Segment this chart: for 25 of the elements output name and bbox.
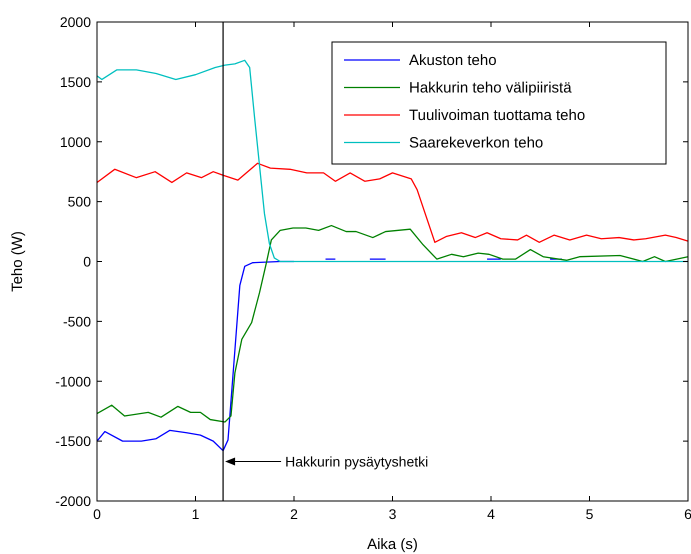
x-tick-label: 1 [192, 506, 200, 522]
legend-label: Tuulivoiman tuottama teho [409, 107, 586, 124]
y-tick-label: -500 [62, 313, 92, 330]
y-tick-label: -1000 [55, 373, 92, 390]
x-tick-label: 0 [93, 506, 102, 522]
y-tick-label: 500 [68, 194, 92, 210]
y-tick-label: 1500 [60, 74, 92, 90]
y-tick-label: 1000 [60, 134, 92, 150]
y-tick-label: -1500 [55, 433, 92, 450]
x-axis-title: Aika (s) [367, 536, 418, 553]
line-series [96, 162, 689, 243]
x-tick-label: 2 [290, 506, 298, 522]
y-axis-title: Teho (W) [9, 231, 26, 292]
annotation: Hakkurin pysäytyshetki [285, 453, 428, 470]
y-tick-label: 0 [83, 254, 92, 270]
y-tick-label: -2000 [55, 493, 92, 509]
legend-label: Hakkurin teho välipiiristä [409, 80, 572, 96]
x-tick-label: 4 [487, 506, 496, 522]
line-series [96, 224, 689, 423]
legend-label: Akuston teho [409, 52, 497, 69]
x-tick-label: 5 [586, 506, 594, 522]
x-tick-label: 6 [684, 506, 691, 522]
legend-label: Saarekeverkon teho [409, 134, 544, 152]
y-tick-label: 2000 [60, 14, 92, 30]
x-tick-label: 3 [388, 506, 397, 522]
